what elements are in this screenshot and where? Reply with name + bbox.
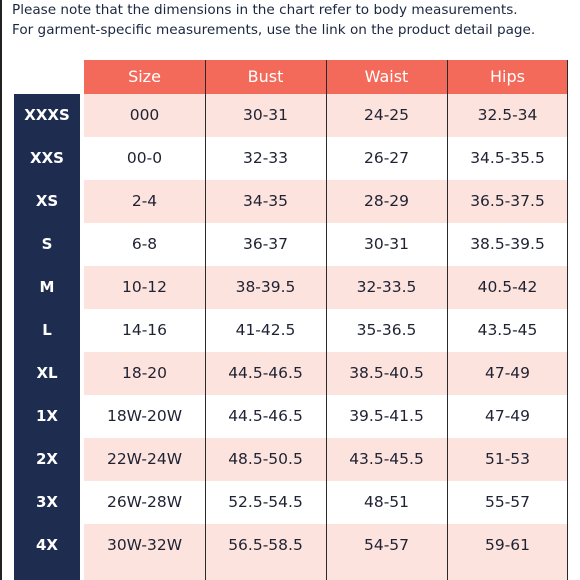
size-label: XXXS <box>24 106 70 124</box>
cell-bust: 32-33 <box>242 149 289 167</box>
cell-hips: 38.5-39.5 <box>470 235 545 253</box>
size-label: S <box>41 235 53 253</box>
header-waist: Waist <box>364 67 409 86</box>
cell-size: 18-20 <box>121 364 168 382</box>
cell-size: 6-8 <box>131 235 158 253</box>
column-divider <box>205 60 206 580</box>
cell-waist: 32-33.5 <box>356 278 417 296</box>
note-line-1: Please note that the dimensions in the c… <box>12 2 518 18</box>
cell-size: 00-0 <box>126 149 163 167</box>
column-divider <box>326 60 327 580</box>
size-label: 3X <box>35 493 58 511</box>
cell-hips: 55-57 <box>484 493 531 511</box>
cell-hips: 34.5-35.5 <box>470 149 545 167</box>
cell-waist: 54-57 <box>363 536 410 554</box>
cell-hips: 36.5-37.5 <box>470 192 545 210</box>
cell-hips: 47-49 <box>484 407 531 425</box>
size-label: XS <box>35 192 59 210</box>
cell-bust: 36-37 <box>242 235 289 253</box>
size-label-column: XXXS XXS XS S M L XL 1X 2X 3X 4X <box>14 94 80 580</box>
cell-waist: 28-29 <box>363 192 410 210</box>
cell-waist: 48-51 <box>363 493 410 511</box>
cell-size: 22W-24W <box>106 450 183 468</box>
cell-waist: 30-31 <box>363 235 410 253</box>
cell-waist: 26-27 <box>363 149 410 167</box>
cell-bust: 48.5-50.5 <box>228 450 303 468</box>
cell-hips: 59-61 <box>484 536 531 554</box>
cell-bust: 38-39.5 <box>235 278 296 296</box>
cell-waist: 43.5-45.5 <box>349 450 424 468</box>
size-label: XL <box>36 364 58 382</box>
cell-size: 10-12 <box>121 278 168 296</box>
cell-hips: 40.5-42 <box>477 278 538 296</box>
cell-size: 2-4 <box>131 192 158 210</box>
size-label: M <box>39 278 55 296</box>
column-divider <box>567 60 568 580</box>
cell-size: 18W-20W <box>106 407 183 425</box>
cell-size: 30W-32W <box>106 536 183 554</box>
header-size: Size <box>128 67 161 86</box>
cell-waist: 38.5-40.5 <box>349 364 424 382</box>
measurement-note: Please note that the dimensions in the c… <box>12 0 580 40</box>
cell-bust: 44.5-46.5 <box>228 364 303 382</box>
cell-bust: 34-35 <box>242 192 289 210</box>
cell-bust: 56.5-58.5 <box>228 536 303 554</box>
left-border <box>0 0 2 580</box>
cell-size: 26W-28W <box>106 493 183 511</box>
cell-waist: 35-36.5 <box>356 321 417 339</box>
cell-hips: 32.5-34 <box>477 106 538 124</box>
size-label: XXS <box>30 149 64 167</box>
cell-waist: 24-25 <box>363 106 410 124</box>
size-label: 1X <box>35 407 58 425</box>
cell-waist: 39.5-41.5 <box>349 407 424 425</box>
cell-hips: 47-49 <box>484 364 531 382</box>
cell-bust: 44.5-46.5 <box>228 407 303 425</box>
size-label: 2X <box>35 450 58 468</box>
cell-bust: 30-31 <box>242 106 289 124</box>
cell-hips: 43.5-45 <box>477 321 538 339</box>
cell-size: 000 <box>129 106 160 124</box>
cell-bust: 41-42.5 <box>235 321 296 339</box>
header-bust: Bust <box>247 67 284 86</box>
column-divider <box>447 60 448 580</box>
size-label: L <box>42 321 52 339</box>
cell-size: 14-16 <box>121 321 168 339</box>
note-line-2: For garment-specific measurements, use t… <box>12 22 536 38</box>
header-hips: Hips <box>490 67 525 86</box>
cell-hips: 51-53 <box>484 450 531 468</box>
cell-bust: 52.5-54.5 <box>228 493 303 511</box>
size-label: 4X <box>35 536 58 554</box>
